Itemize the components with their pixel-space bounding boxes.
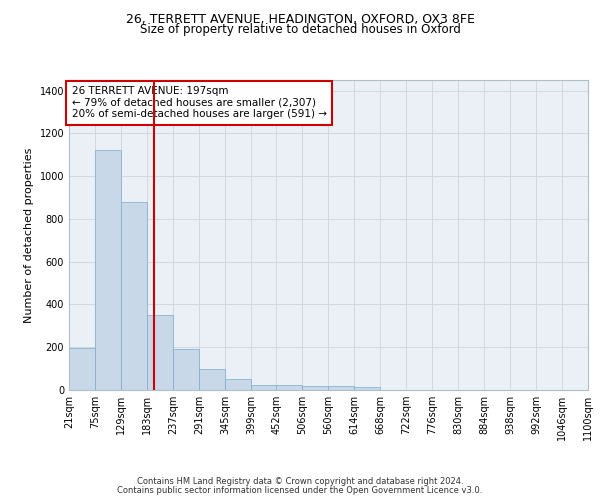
Bar xyxy=(199,368,225,390)
Bar xyxy=(121,202,147,390)
Text: Contains public sector information licensed under the Open Government Licence v3: Contains public sector information licen… xyxy=(118,486,482,495)
Bar xyxy=(328,386,354,390)
Bar xyxy=(251,384,277,390)
Text: Contains HM Land Registry data © Crown copyright and database right 2024.: Contains HM Land Registry data © Crown c… xyxy=(137,477,463,486)
Bar xyxy=(69,348,95,390)
Bar xyxy=(302,386,328,390)
Bar xyxy=(277,386,302,390)
Bar xyxy=(95,150,121,390)
Bar xyxy=(147,315,173,390)
Text: 26 TERRETT AVENUE: 197sqm
← 79% of detached houses are smaller (2,307)
20% of se: 26 TERRETT AVENUE: 197sqm ← 79% of detac… xyxy=(71,86,326,120)
Bar xyxy=(354,388,380,390)
Text: Size of property relative to detached houses in Oxford: Size of property relative to detached ho… xyxy=(140,22,460,36)
Bar xyxy=(173,349,199,390)
Bar xyxy=(225,379,251,390)
Text: 26, TERRETT AVENUE, HEADINGTON, OXFORD, OX3 8FE: 26, TERRETT AVENUE, HEADINGTON, OXFORD, … xyxy=(125,12,475,26)
Y-axis label: Number of detached properties: Number of detached properties xyxy=(24,148,34,322)
